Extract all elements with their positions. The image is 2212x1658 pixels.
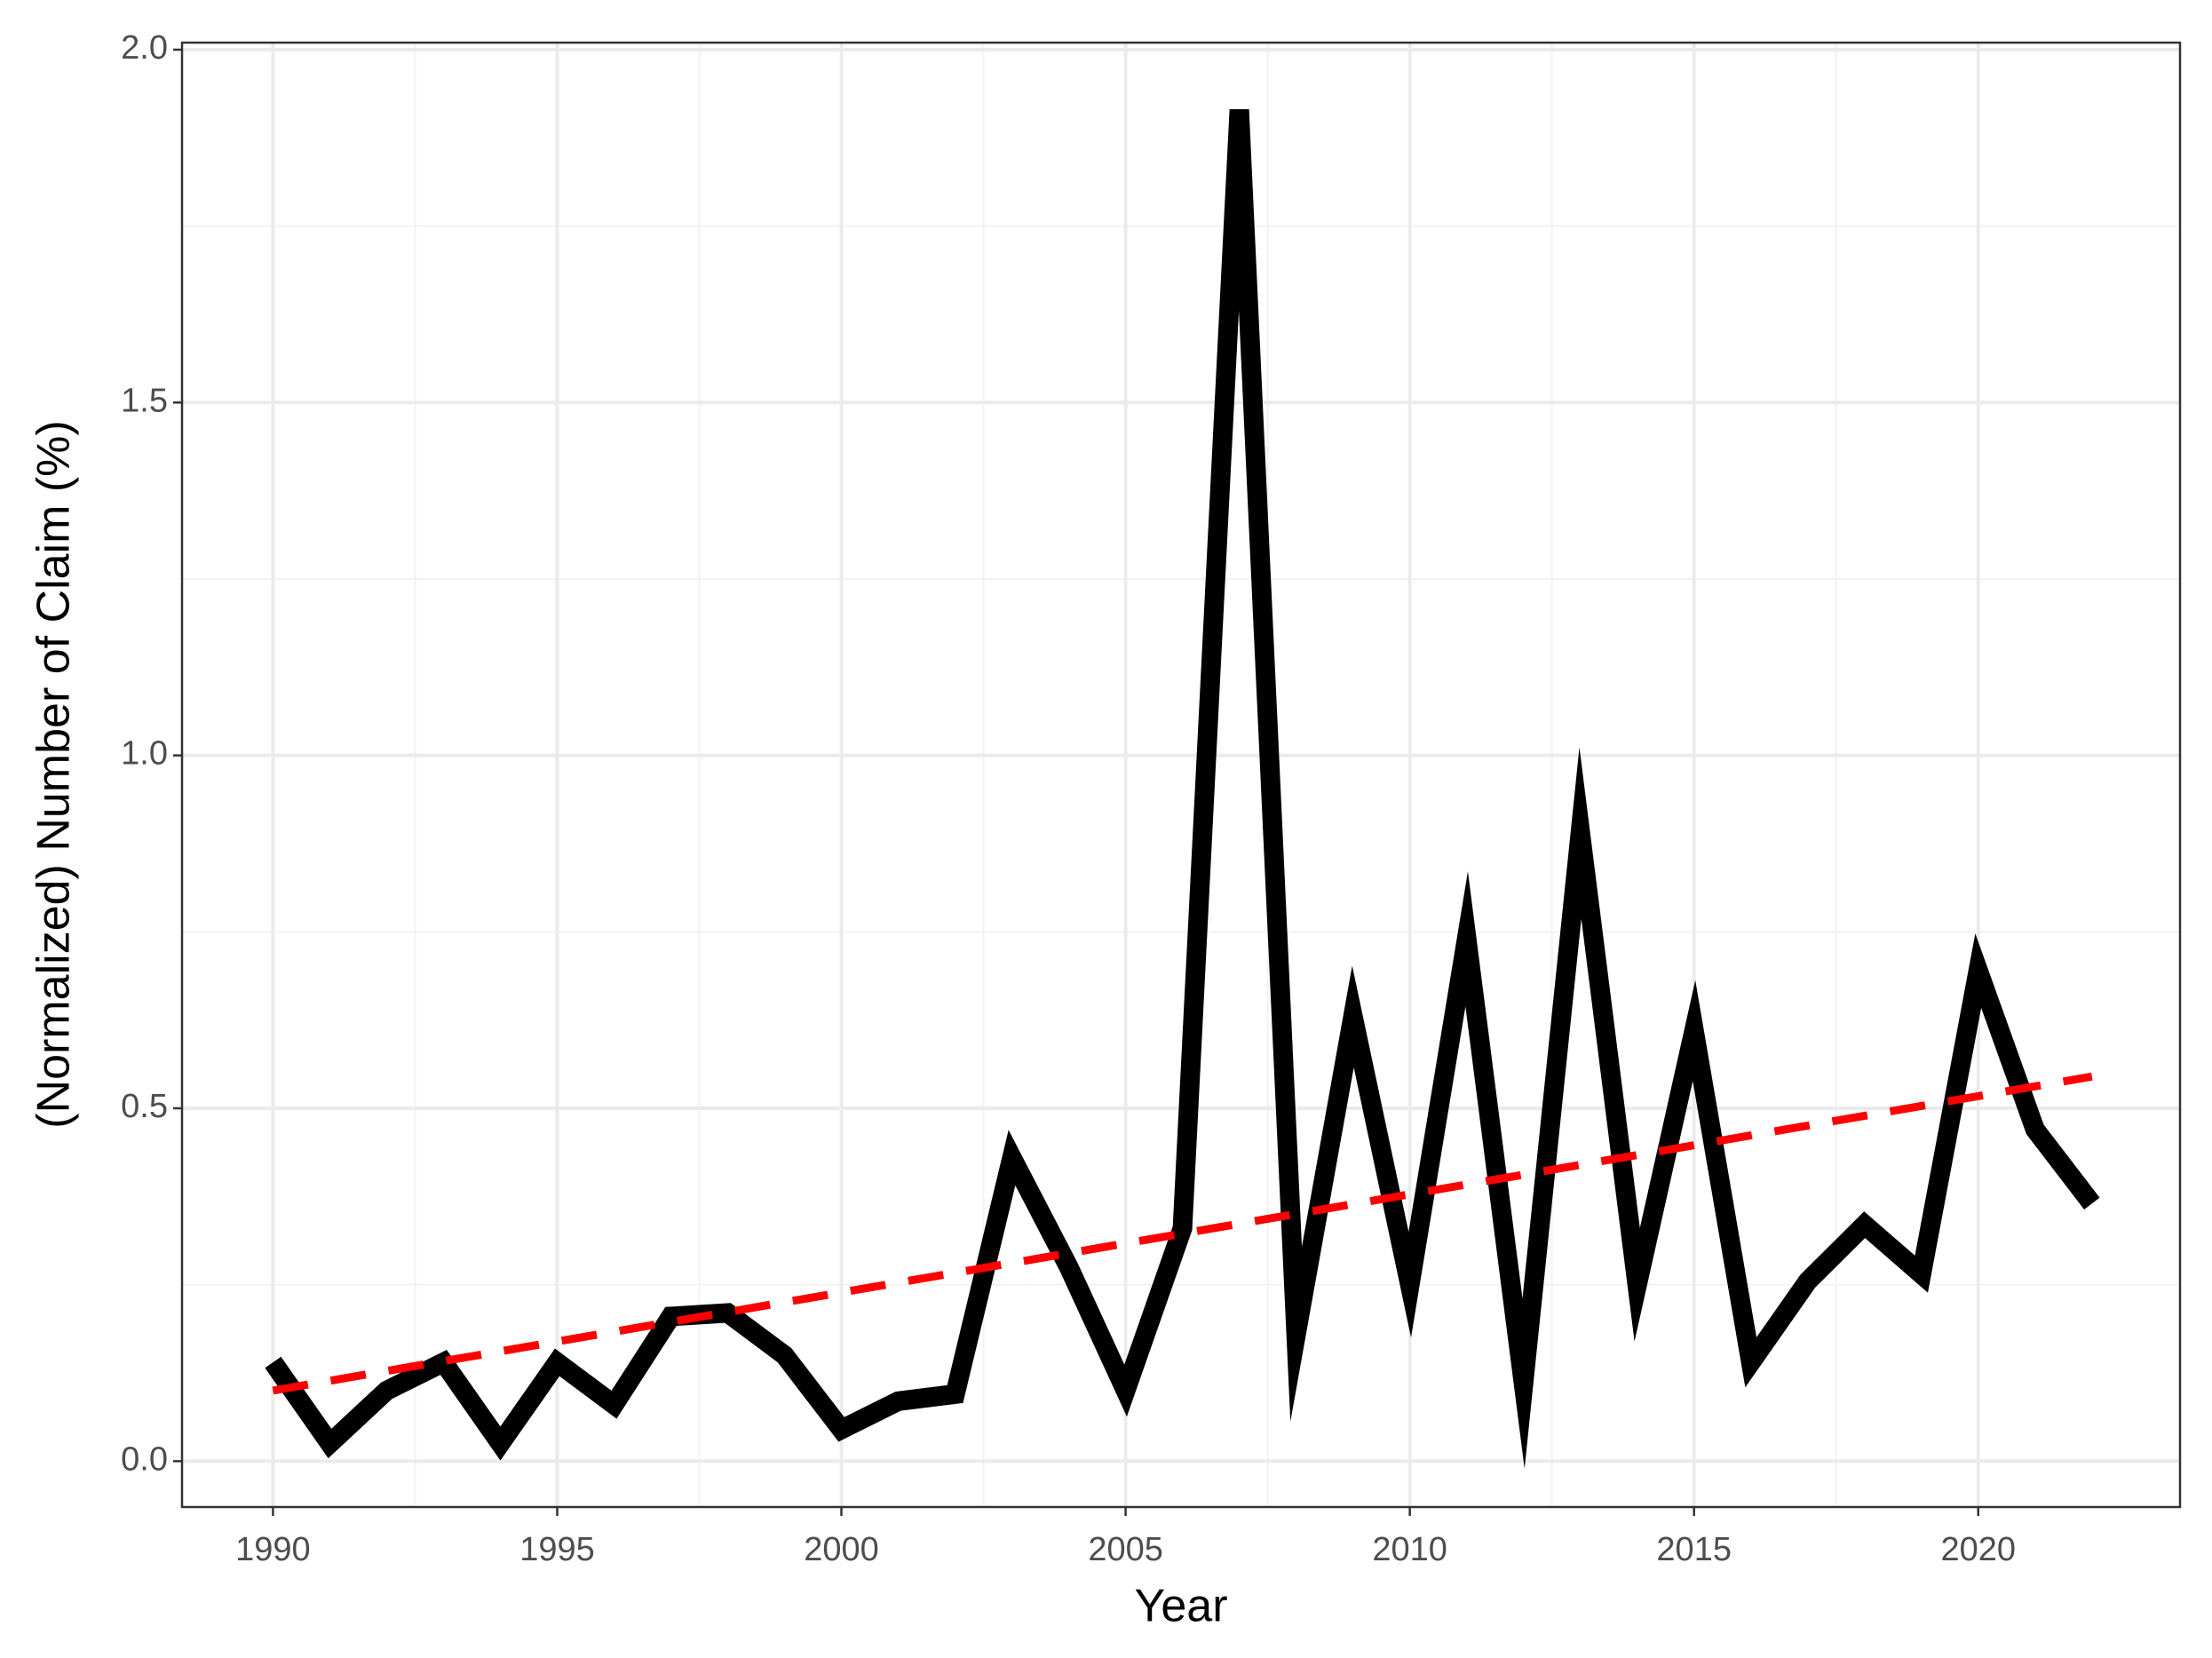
x-tick-label: 2000 <box>804 1531 879 1568</box>
x-tick-label: 2010 <box>1372 1531 1447 1568</box>
x-axis-title: Year <box>1134 1581 1227 1632</box>
x-tick-label: 2015 <box>1656 1531 1732 1568</box>
trend-line <box>272 1072 2093 1395</box>
x-tick-label: 2005 <box>1088 1531 1163 1568</box>
y-tick-label: 1.5 <box>121 382 168 419</box>
plot-border <box>180 41 2182 1509</box>
x-tick-label: 2020 <box>1940 1531 2016 1568</box>
x-tick-label: 1990 <box>235 1531 311 1568</box>
x-tick-label: 1995 <box>519 1531 595 1568</box>
y-tick-label: 0.0 <box>121 1440 168 1478</box>
y-tick-label: 0.5 <box>121 1088 168 1125</box>
y-tick-label: 2.0 <box>121 29 168 67</box>
y-axis-title: (Normalized) Number of Claim (%) <box>28 420 80 1128</box>
y-tick-label: 1.0 <box>121 735 168 773</box>
data-line <box>265 108 2100 1469</box>
